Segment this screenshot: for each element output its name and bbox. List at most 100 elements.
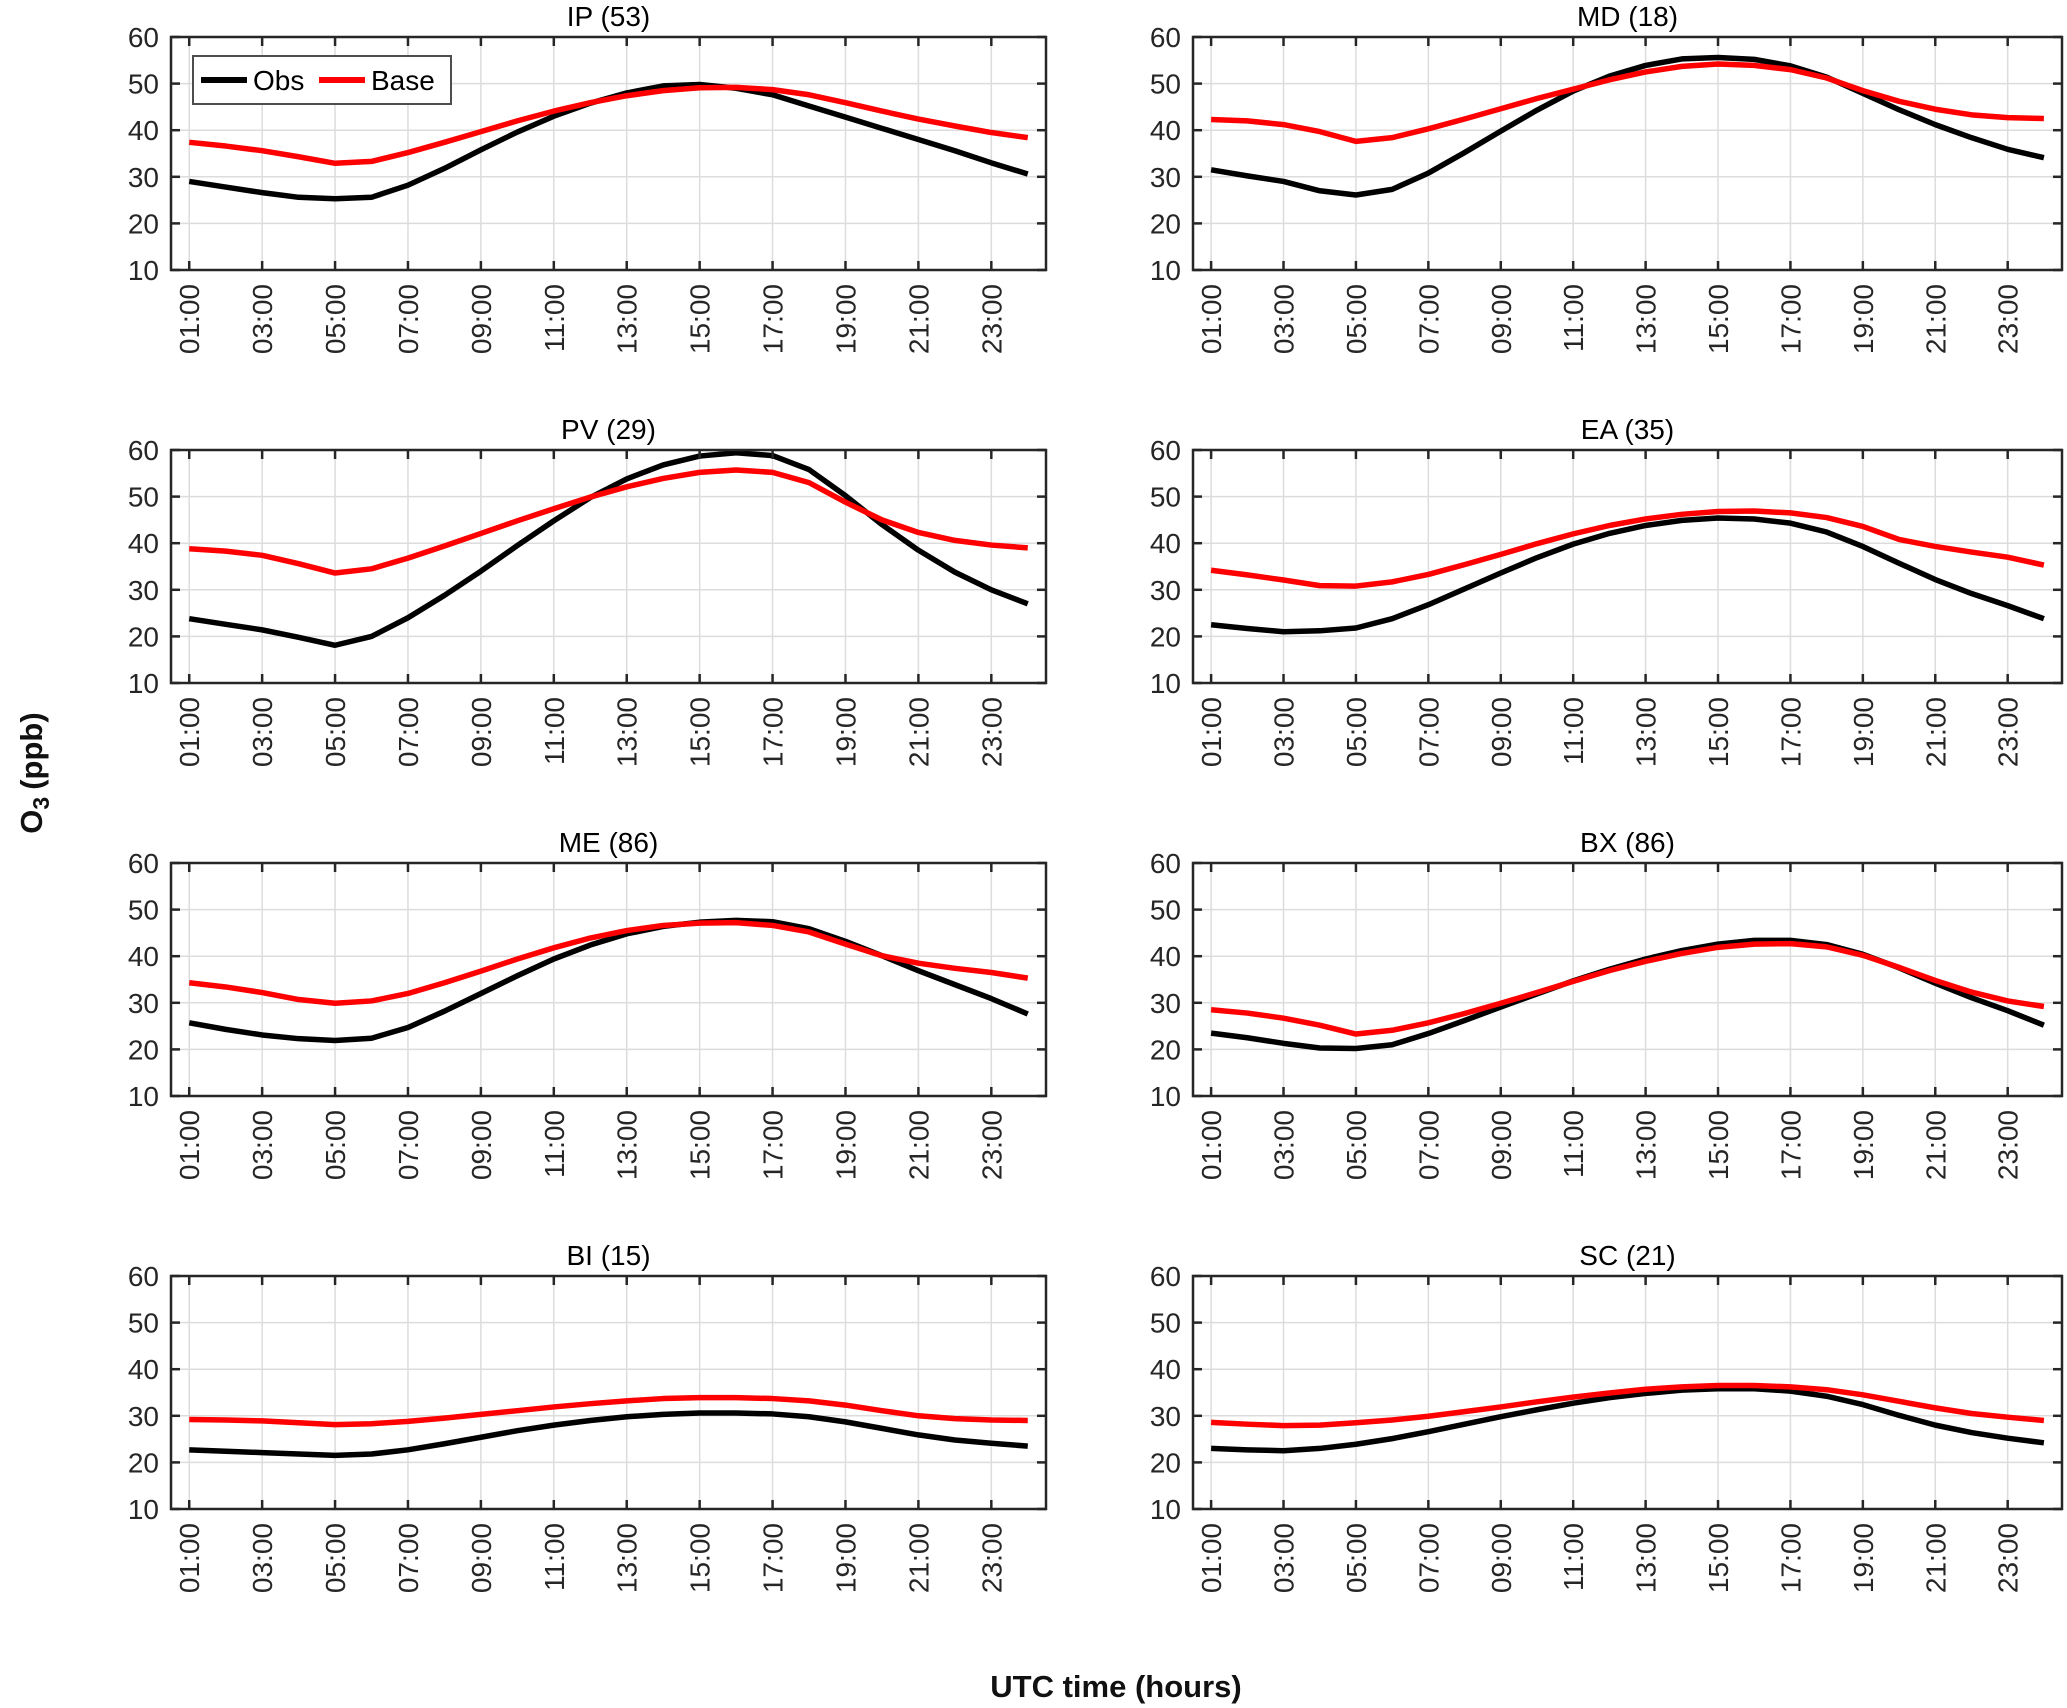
subplots-group: 10 20 30 40 50 60 01:00 03:00 05:00 07:00 09:00 11:… xyxy=(128,1,2064,1593)
y-tick-label: 10 xyxy=(128,255,159,286)
series-line-base xyxy=(189,1394,1028,1428)
x-tick-label: 15:00 xyxy=(1703,1110,1734,1180)
x-tick-label: 09:00 xyxy=(466,1110,497,1180)
x-tick-label: 21:00 xyxy=(1920,284,1951,354)
y-tick-label: 30 xyxy=(128,988,159,1019)
y-tick-label: 10 xyxy=(1150,1494,1181,1525)
x-tick-label: 01:00 xyxy=(1196,1523,1227,1593)
x-tick-label: 21:00 xyxy=(1920,697,1951,767)
x-tick-label: 17:00 xyxy=(758,1523,789,1593)
plot-box xyxy=(169,861,1048,1098)
y-tick-label: 10 xyxy=(1150,255,1181,286)
x-tick-label: 15:00 xyxy=(1703,697,1734,767)
series-line-base xyxy=(1210,61,2044,145)
y-tick-label: 30 xyxy=(1150,162,1181,193)
subplot-bx: 10 20 30 40 50 60 01:00 03:00 05:00 07:00 09:00 11:… xyxy=(1150,827,2064,1180)
x-tick-label: 23:00 xyxy=(1993,1523,2024,1593)
series-line-base xyxy=(1210,940,2045,1037)
x-tick-label: 23:00 xyxy=(1993,284,2024,354)
y-tick-label: 40 xyxy=(128,115,159,146)
y-tick-label: 60 xyxy=(128,1261,159,1292)
subplot-me: 10 20 30 40 50 60 01:00 03:00 05:00 07:00 09:00 11:… xyxy=(128,827,1048,1180)
x-tick-label: 09:00 xyxy=(466,284,497,354)
x-tick-label: 11:00 xyxy=(1558,1523,1589,1591)
x-tick-label: 05:00 xyxy=(1341,284,1372,354)
y-tick-label: 30 xyxy=(1150,575,1181,606)
x-tick-label: 13:00 xyxy=(1631,697,1662,767)
legend-label-obs: Obs xyxy=(253,65,304,96)
subplot-title: IP (53) xyxy=(567,1,651,32)
y-tick-label: 50 xyxy=(1150,69,1181,100)
subplot-title: BX (86) xyxy=(1580,827,1675,858)
y-tick-label: 60 xyxy=(128,848,159,879)
subplot-title: BI (15) xyxy=(566,1240,650,1271)
plot-box xyxy=(169,448,1048,685)
x-axis-label: UTC time (hours) xyxy=(990,1669,1241,1704)
x-tick-label: 01:00 xyxy=(1196,284,1227,354)
series-line-obs xyxy=(188,917,1029,1044)
subplot-title: SC (21) xyxy=(1579,1240,1675,1271)
x-tick-label: 21:00 xyxy=(903,284,934,354)
series-line-base xyxy=(189,467,1028,576)
x-tick-label: 07:00 xyxy=(1413,1523,1444,1593)
x-tick-label: 09:00 xyxy=(1486,1110,1517,1180)
series-line-base xyxy=(1210,508,2045,589)
x-tick-label: 09:00 xyxy=(1486,1523,1517,1593)
x-tick-label: 11:00 xyxy=(1558,697,1589,765)
y-tick-label: 40 xyxy=(128,528,159,559)
y-tick-label: 40 xyxy=(1150,528,1181,559)
x-tick-label: 01:00 xyxy=(174,284,205,354)
x-tick-label: 17:00 xyxy=(1775,697,1806,767)
x-tick-label: 09:00 xyxy=(1486,697,1517,767)
x-tick-label: 03:00 xyxy=(247,1110,278,1180)
x-tick-label: 01:00 xyxy=(1196,1110,1227,1180)
x-tick-label: 17:00 xyxy=(1775,1523,1806,1593)
y-tick-label: 30 xyxy=(1150,988,1181,1019)
x-tick-label: 03:00 xyxy=(247,284,278,354)
series-line-base xyxy=(188,919,1029,1007)
x-tick-label: 03:00 xyxy=(247,1523,278,1593)
subplot-title: MD (18) xyxy=(1577,1,1678,32)
y-tick-label: 20 xyxy=(1150,208,1181,239)
x-tick-label: 19:00 xyxy=(830,1110,861,1180)
x-tick-label: 11:00 xyxy=(539,284,570,352)
x-tick-label: 07:00 xyxy=(393,284,424,354)
x-tick-label: 23:00 xyxy=(976,1110,1007,1180)
y-tick-label: 20 xyxy=(128,621,159,652)
plot-box xyxy=(1191,1274,2064,1511)
x-tick-label: 17:00 xyxy=(758,697,789,767)
x-tick-label: 11:00 xyxy=(1558,1110,1589,1178)
x-tick-label: 15:00 xyxy=(685,1523,716,1593)
x-tick-label: 15:00 xyxy=(685,1110,716,1180)
x-tick-label: 13:00 xyxy=(1631,284,1662,354)
x-tick-label: 03:00 xyxy=(1269,284,1300,354)
x-tick-label: 13:00 xyxy=(612,284,643,354)
y-tick-label: 10 xyxy=(128,668,159,699)
plot-box xyxy=(169,35,1048,272)
legend: Obs Base xyxy=(192,55,452,105)
x-tick-label: 13:00 xyxy=(1631,1110,1662,1180)
y-axis-label: O3(ppb) xyxy=(14,712,54,833)
x-tick-label: 23:00 xyxy=(976,697,1007,767)
x-tick-label: 01:00 xyxy=(174,1110,205,1180)
x-tick-label: 23:00 xyxy=(1993,697,2024,767)
x-tick-label: 03:00 xyxy=(1269,697,1300,767)
y-tick-label: 40 xyxy=(128,1354,159,1385)
x-tick-label: 17:00 xyxy=(758,1110,789,1180)
subplot-title: PV (29) xyxy=(561,414,656,445)
x-tick-label: 21:00 xyxy=(903,1110,934,1180)
y-tick-label: 30 xyxy=(128,575,159,606)
y-tick-label: 20 xyxy=(128,1034,159,1065)
subplot-ip: 10 20 30 40 50 60 01:00 03:00 05:00 07:00 09:00 11:… xyxy=(128,1,1048,354)
y-tick-label: 50 xyxy=(1150,1308,1181,1339)
x-tick-label: 19:00 xyxy=(1848,1110,1879,1180)
series-line-base xyxy=(1210,1382,2045,1429)
x-tick-label: 05:00 xyxy=(1341,1523,1372,1593)
y-tick-label: 50 xyxy=(128,69,159,100)
x-tick-label: 19:00 xyxy=(830,697,861,767)
subplot-bi: 10 20 30 40 50 60 01:00 03:00 05:00 07:00 09:00 11:… xyxy=(128,1240,1048,1593)
plot-box xyxy=(1191,35,2064,272)
x-tick-label: 19:00 xyxy=(830,284,861,354)
x-tick-label: 19:00 xyxy=(1848,697,1879,767)
